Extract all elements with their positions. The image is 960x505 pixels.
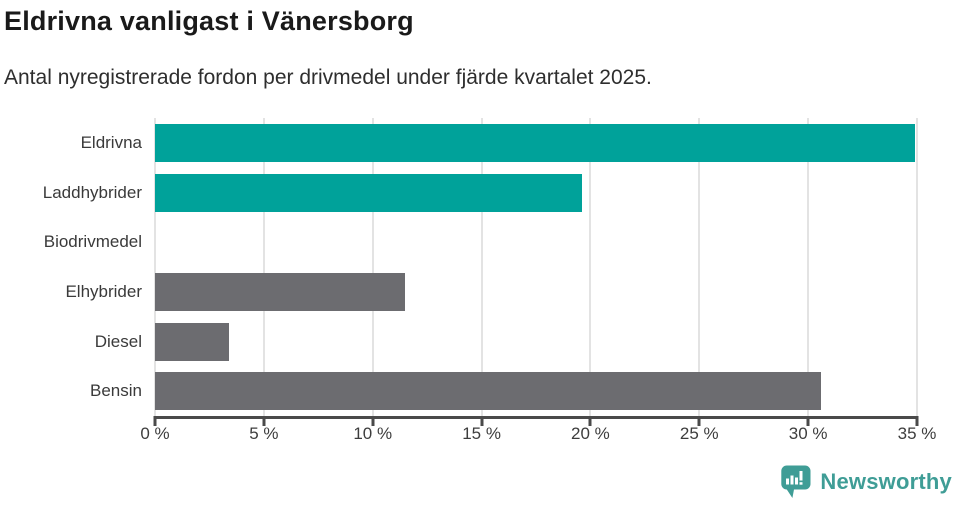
x-tick-label-20: 20 % <box>571 424 610 443</box>
x-tick-label-25: 25 % <box>679 424 719 443</box>
chart-subtitle: Antal nyregistrerade fordon per drivmede… <box>4 66 652 89</box>
bar-elhybrider <box>155 272 406 311</box>
x-tick-label-15: 15 % <box>462 424 501 443</box>
x-axis-tick-5 <box>262 416 266 426</box>
brand-footer: Newsworthy <box>779 465 952 499</box>
category-label-elhybrider: Elhybrider <box>65 282 142 301</box>
category-label-eldrivna: Eldrivna <box>80 133 142 152</box>
x-axis-tick-25 <box>697 416 701 426</box>
gridline-25 <box>698 118 701 416</box>
x-tick-label-30: 30 % <box>788 424 828 443</box>
mini-bar-chart-glyph <box>786 471 803 485</box>
x-axis-tick-20 <box>588 416 592 426</box>
category-label-bensin: Bensin <box>90 381 142 401</box>
gridline-0 <box>154 118 156 416</box>
x-axis-tick-0 <box>153 416 157 426</box>
gridline-20 <box>589 118 592 416</box>
x-axis-tick-30 <box>806 416 810 426</box>
bar-eldrivna <box>155 123 915 162</box>
category-label-laddhybrider: Laddhybrider <box>42 182 142 202</box>
x-tick-label-0: 0 % <box>140 424 170 443</box>
x-tick-label-35: 35 % <box>897 424 937 443</box>
brand-name: Newsworthy <box>820 469 952 494</box>
gridline-10 <box>371 118 374 416</box>
bar-diesel <box>155 322 230 361</box>
x-axis-tick-10 <box>371 416 375 426</box>
x-axis-tick-15 <box>480 416 484 426</box>
plot-area: Eldrivna Laddhybrider Biodrivmedel Elhybrid… <box>43 118 936 443</box>
x-tick-label-10: 10 % <box>353 424 393 443</box>
gridline-30 <box>807 118 810 416</box>
newsworthy-logo-icon <box>781 465 811 498</box>
category-label-diesel: Diesel <box>94 331 142 351</box>
bar-bensin <box>155 372 822 411</box>
gridline-5 <box>262 118 265 416</box>
gridline-35 <box>916 118 918 416</box>
x-axis-line <box>154 416 918 419</box>
category-label-biodrivmedel: Biodrivmedel <box>43 232 142 252</box>
bar-laddhybrider <box>155 173 582 212</box>
chart-title: Eldrivna vanligast i Vänersborg <box>4 6 414 36</box>
x-tick-label-5: 5 % <box>249 424 279 443</box>
x-axis-tick-35 <box>915 416 919 426</box>
gridline-15 <box>480 118 483 416</box>
